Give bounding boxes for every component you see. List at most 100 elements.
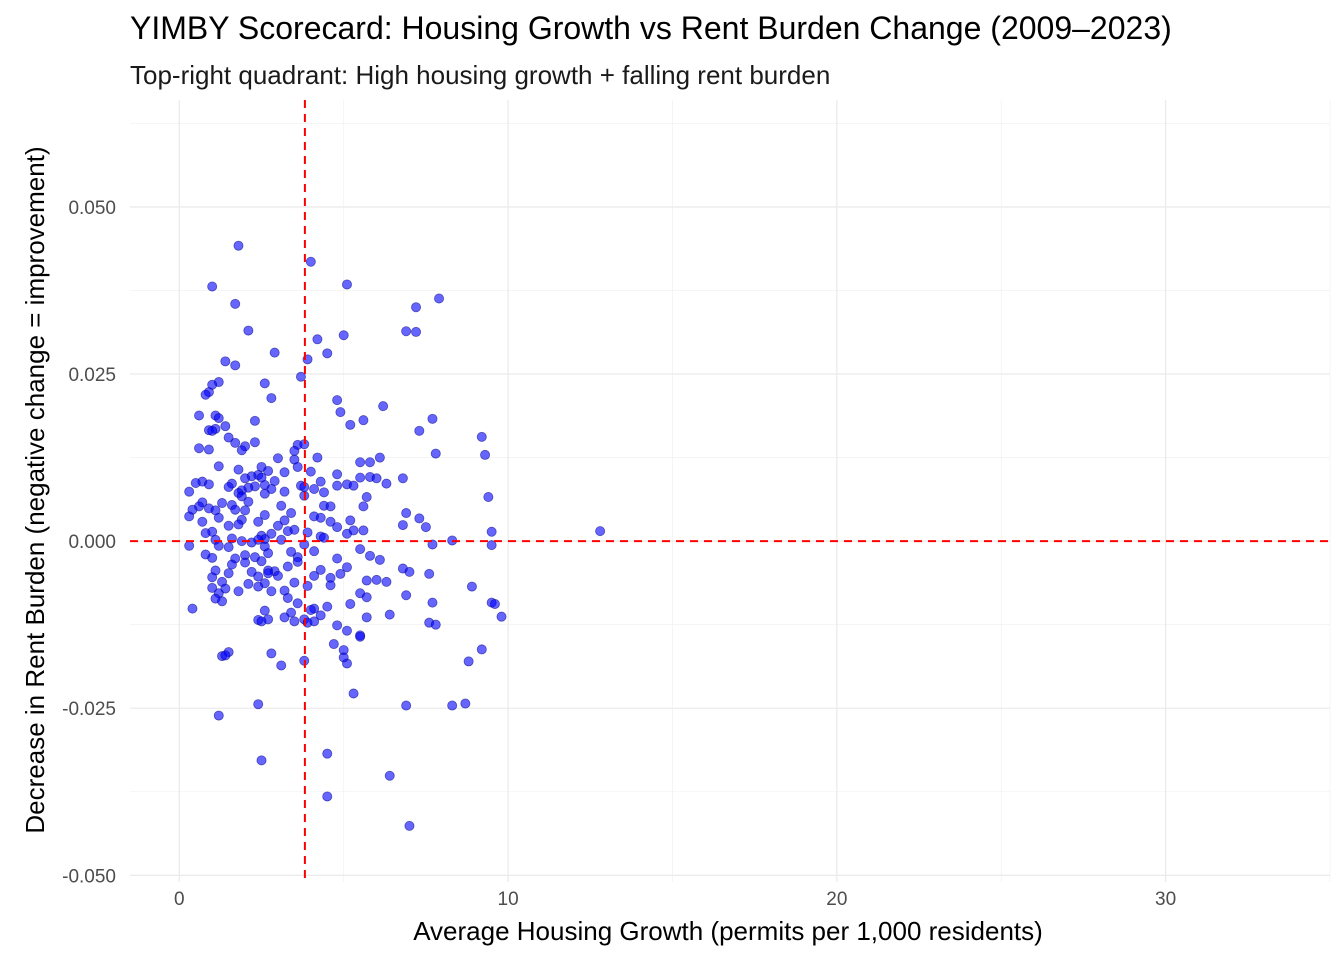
data-point <box>414 425 425 436</box>
data-point <box>325 501 336 512</box>
data-point <box>217 596 228 607</box>
data-point <box>249 437 260 448</box>
data-point <box>213 710 224 721</box>
data-point <box>226 559 237 570</box>
x-tick-label: 20 <box>826 889 847 910</box>
data-point <box>203 479 214 490</box>
data-point <box>315 512 326 523</box>
data-point <box>305 604 316 615</box>
data-point <box>190 477 201 488</box>
data-point <box>295 371 306 382</box>
data-point <box>259 510 270 521</box>
data-point <box>309 483 320 494</box>
reference-lines <box>130 100 1330 882</box>
data-point <box>378 401 389 412</box>
data-point <box>223 432 234 443</box>
data-point <box>476 431 487 442</box>
data-point <box>361 575 372 586</box>
data-point <box>358 415 369 426</box>
data-point <box>194 443 205 454</box>
data-point <box>315 476 326 487</box>
data-point <box>240 473 251 484</box>
data-point <box>332 480 343 491</box>
data-point <box>220 356 231 367</box>
data-point <box>305 466 316 477</box>
data-point <box>203 444 214 455</box>
data-point <box>286 508 297 519</box>
data-point <box>427 413 438 424</box>
chart-title: YIMBY Scorecard: Housing Growth vs Rent … <box>130 10 1172 46</box>
data-point <box>381 576 392 587</box>
data-point <box>355 457 366 468</box>
data-point <box>207 582 218 593</box>
data-point <box>361 492 372 503</box>
data-point <box>341 625 352 636</box>
data-point <box>256 616 267 627</box>
data-point <box>364 457 375 468</box>
data-point <box>184 511 195 522</box>
data-point <box>374 554 385 565</box>
data-point <box>411 326 422 337</box>
data-point <box>282 526 293 537</box>
data-point <box>424 568 435 579</box>
data-point <box>401 700 412 711</box>
data-point <box>286 546 297 557</box>
data-point <box>338 330 349 341</box>
data-point <box>322 748 333 759</box>
data-point <box>243 496 254 507</box>
data-point <box>309 570 320 581</box>
data-point <box>374 452 385 463</box>
data-point <box>361 592 372 603</box>
y-tick-label: 0.025 <box>68 365 116 386</box>
data-point <box>236 445 247 456</box>
data-point <box>230 298 241 309</box>
data-point <box>348 480 359 491</box>
data-point <box>361 612 372 623</box>
data-point <box>279 467 290 478</box>
data-point <box>276 660 287 671</box>
data-point <box>305 256 316 267</box>
data-point <box>259 488 270 499</box>
data-point <box>184 486 195 497</box>
data-point <box>187 603 198 614</box>
data-point <box>427 597 438 608</box>
data-point <box>263 568 274 579</box>
data-point <box>434 293 445 304</box>
data-point <box>401 590 412 601</box>
chart-subtitle: Top-right quadrant: High housing growth … <box>130 60 831 90</box>
data-point <box>341 528 352 539</box>
data-point <box>486 540 497 551</box>
data-point <box>292 461 303 472</box>
data-point <box>207 572 218 583</box>
data-point <box>230 504 241 515</box>
data-point <box>358 525 369 536</box>
data-point <box>312 452 323 463</box>
data-point <box>266 393 277 404</box>
data-point <box>269 347 280 358</box>
data-point <box>266 528 277 539</box>
data-point <box>355 472 366 483</box>
data-point <box>272 453 283 464</box>
data-point <box>240 557 251 568</box>
data-point <box>322 791 333 802</box>
data-point <box>345 419 356 430</box>
data-point <box>213 512 224 523</box>
data-point <box>476 644 487 655</box>
data-point <box>207 552 218 563</box>
data-point <box>276 500 287 511</box>
data-point <box>315 564 326 575</box>
data-point <box>325 580 336 591</box>
data-point <box>341 562 352 573</box>
y-tick-label: -0.025 <box>62 699 116 720</box>
y-tick-label: -0.050 <box>62 866 116 887</box>
data-point <box>213 540 224 551</box>
data-point <box>384 770 395 781</box>
data-point <box>355 631 366 642</box>
data-point <box>259 378 270 389</box>
data-point <box>220 650 231 661</box>
data-point <box>414 513 425 524</box>
data-point <box>249 415 260 426</box>
data-point <box>207 425 218 436</box>
data-point <box>335 568 346 579</box>
data-point <box>341 279 352 290</box>
